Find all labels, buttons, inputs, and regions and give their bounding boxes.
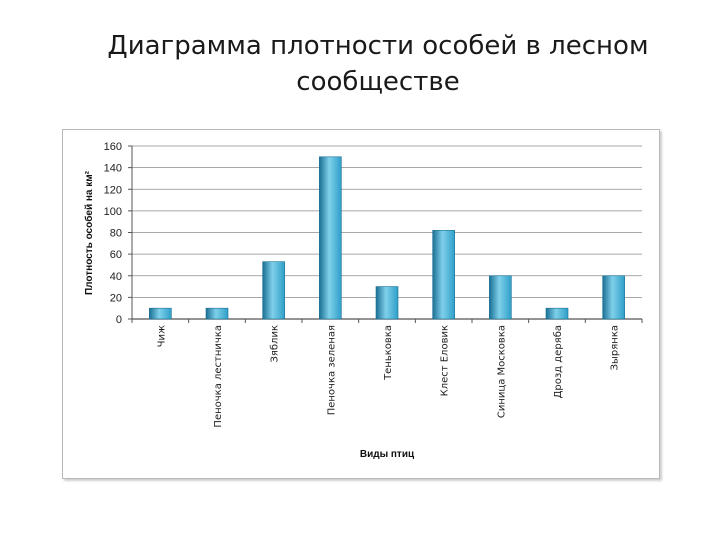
x-category-label: Чиж bbox=[156, 325, 167, 347]
chart-frame bbox=[62, 129, 660, 479]
slide-title-line-1: Диаграмма плотности особей в лесном bbox=[107, 31, 649, 61]
x-category-label: Дрозд деряба bbox=[553, 325, 564, 398]
x-category-label: Синица Московка bbox=[496, 325, 507, 418]
x-category-label: Пеночка лестничка bbox=[213, 325, 224, 428]
x-axis-title: Виды птиц bbox=[360, 449, 415, 460]
bar bbox=[545, 307, 569, 320]
bar bbox=[375, 286, 399, 320]
bar bbox=[149, 307, 172, 320]
x-category-label: Пеночка зеленая bbox=[326, 325, 337, 415]
bar bbox=[205, 307, 229, 320]
y-tick-label: 40 bbox=[110, 271, 122, 283]
y-axis-title: Плотность особей на км² bbox=[83, 170, 95, 295]
bar bbox=[602, 275, 625, 320]
bar bbox=[489, 275, 512, 320]
y-tick-label: 60 bbox=[110, 249, 122, 261]
y-tick-label: 0 bbox=[116, 314, 122, 326]
y-tick-label: 20 bbox=[110, 292, 122, 304]
x-category-label: Зяблик bbox=[270, 325, 281, 363]
x-category-label: Зырянка bbox=[610, 325, 621, 370]
y-tick-label: 80 bbox=[110, 228, 122, 240]
bar bbox=[319, 156, 342, 320]
y-tick-label: 140 bbox=[104, 163, 122, 175]
y-tick-label: 120 bbox=[104, 184, 122, 196]
x-category-label: Теньковка bbox=[383, 325, 394, 381]
bar bbox=[432, 230, 455, 320]
bar bbox=[262, 261, 285, 320]
slide-title-line-2: сообществе bbox=[296, 67, 460, 97]
slide-title: Диаграмма плотности особей в лесном сооб… bbox=[0, 28, 720, 100]
y-tick-label: 160 bbox=[104, 141, 122, 153]
x-category-label: Клест Еловик bbox=[440, 325, 451, 396]
y-tick-label: 100 bbox=[104, 206, 122, 218]
